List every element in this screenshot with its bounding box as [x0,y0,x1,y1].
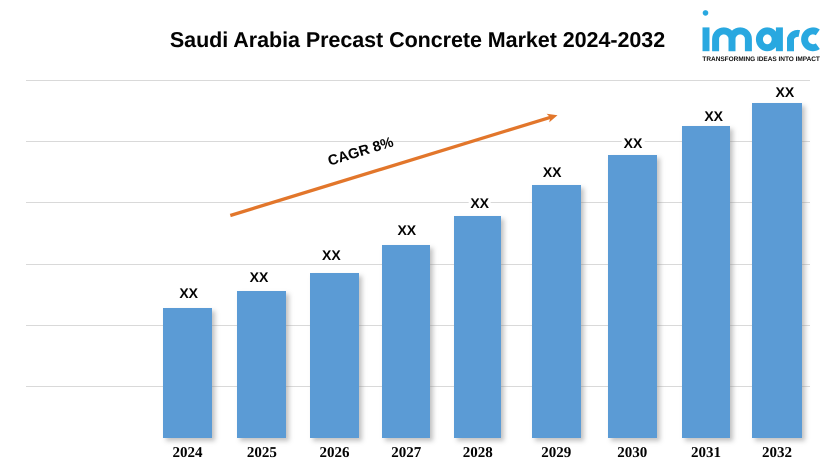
svg-text:TRANSFORMING IDEAS INTO IMPACT: TRANSFORMING IDEAS INTO IMPACT [702,56,820,63]
